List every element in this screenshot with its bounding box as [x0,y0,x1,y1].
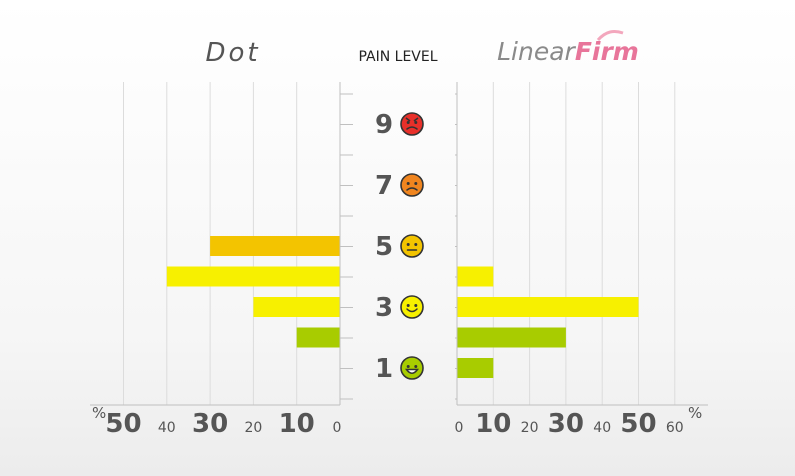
dot-bar-level-4 [166,266,340,287]
linearfirm-bar-level-4 [457,266,494,287]
dot-bar-level-3 [253,297,340,317]
x-tick-label-right: 60 [666,420,684,436]
pain-level-1-label: 1 [375,354,393,384]
x-tick-label-left: 50 [105,409,141,439]
pain-level-3-label: 3 [375,293,393,323]
x-tick-label-right: 10 [475,409,511,439]
x-tick-label-left: 10 [279,409,315,439]
axis-layer: 50 40 30 20 10 0 0 10 20 30 40 50 60%% [90,82,708,439]
angry-face-icon [400,112,424,136]
svg-text:LinearFirm: LinearFirm [497,37,639,66]
brand-swoosh-icon [596,30,624,42]
brand-part-firm: Firm [575,37,639,66]
linearfirm-bar-level-3 [457,297,639,317]
dot-bar-level-2 [296,327,340,348]
x-tick-label-left: 40 [158,420,176,436]
grin-face-icon [400,356,424,380]
x-tick-label-right: 20 [521,420,539,436]
dot-brand-title: Dot [205,38,260,68]
x-tick-label-left: 0 [333,420,342,436]
pain-level-title: PAIN LEVEL [358,49,437,65]
neutral-face-icon [400,234,424,258]
level-labels: 9 7 5 3 1 [375,110,424,384]
brand-part-linear: Linear [497,37,576,66]
x-tick-label-right: 0 [455,420,464,436]
x-tick-label-right: 40 [593,420,611,436]
linearfirm-bar-level-1 [457,358,494,378]
grid-layer [123,82,676,405]
bars-layer [166,236,639,378]
x-tick-label-right: 30 [548,409,584,439]
x-tick-label-left: 20 [244,420,262,436]
x-axis-unit-left: % [92,404,106,422]
x-tick-label-right: 50 [620,409,656,439]
smile-face-icon [400,295,424,319]
pain-level-5-label: 5 [375,232,393,262]
pain-level-9-label: 9 [375,110,393,140]
pain-level-7-label: 7 [375,171,393,201]
x-axis-unit-right: % [688,404,702,422]
linearfirm-bar-level-2 [457,327,566,348]
dot-bar-level-5 [210,236,340,256]
x-tick-label-left: 30 [192,409,228,439]
frown-face-icon [400,173,424,197]
linearfirm-brand-title: LinearFirm [497,30,639,66]
